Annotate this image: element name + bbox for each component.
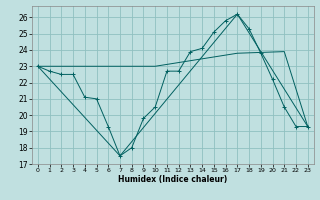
X-axis label: Humidex (Indice chaleur): Humidex (Indice chaleur) — [118, 175, 228, 184]
